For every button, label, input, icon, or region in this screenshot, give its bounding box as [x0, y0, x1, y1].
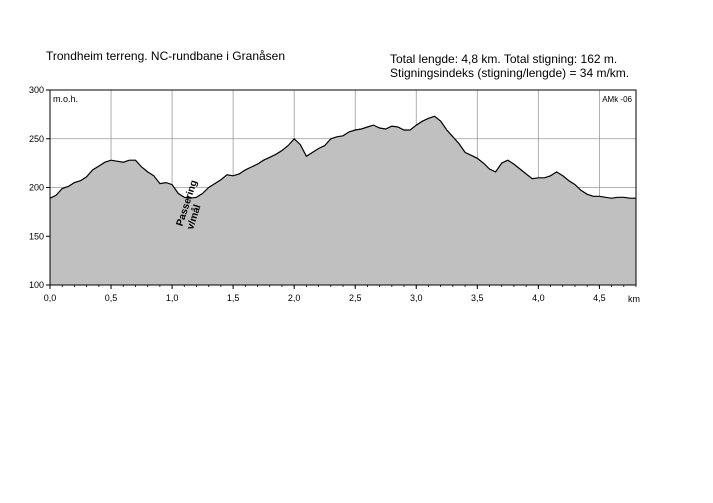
x-tick-label: 4,0 — [532, 293, 545, 303]
y-tick-label: 100 — [29, 280, 44, 290]
x-axis-label: km — [628, 294, 640, 304]
y-axis-label: m.o.h. — [53, 94, 78, 104]
x-tick-label: 4,5 — [593, 293, 606, 303]
x-tick-label: 0,0 — [44, 293, 57, 303]
chart-stats: Total lengde: 4,8 km. Total stigning: 16… — [390, 52, 629, 80]
x-tick-label: 2,0 — [288, 293, 301, 303]
axis-layer: 0,0 0,5 1,0 1,5 2,0 2,5 3,0 3,5 4,0 4,5 100 150 200 2… — [29, 85, 637, 303]
stats-index-line: Stigningsindeks (stigning/lengde) = 34 m… — [390, 66, 630, 80]
x-tick-label: 1,5 — [227, 293, 240, 303]
y-tick-label: 200 — [29, 183, 44, 193]
chart-title: Trondheim terreng. NC-rundbane i Granåse… — [46, 49, 286, 63]
elevation-line — [49, 115, 636, 199]
x-tick-label: 3,5 — [471, 293, 484, 303]
x-tick-label: 0,5 — [105, 293, 118, 303]
x-tick-label: 2,5 — [349, 293, 362, 303]
y-tick-label: 300 — [29, 85, 44, 95]
stats-length-line: Total lengde: 4,8 km. Total stigning: 16… — [390, 52, 618, 66]
x-tick-label: 1,0 — [166, 293, 179, 303]
corner-label: AMk -06 — [602, 95, 632, 104]
elevation-area — [50, 116, 636, 285]
y-tick-label: 250 — [29, 134, 44, 144]
y-tick-label: 150 — [29, 231, 44, 241]
x-tick-label: 3,0 — [410, 293, 423, 303]
